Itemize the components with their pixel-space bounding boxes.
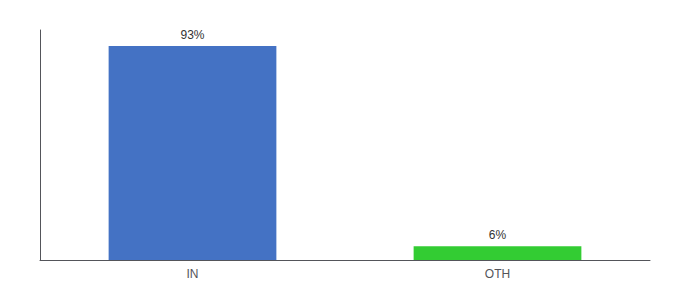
svg-text:6%: 6% [489,228,507,242]
svg-text:OTH: OTH [485,267,510,281]
svg-text:93%: 93% [180,28,204,42]
svg-text:IN: IN [187,267,199,281]
